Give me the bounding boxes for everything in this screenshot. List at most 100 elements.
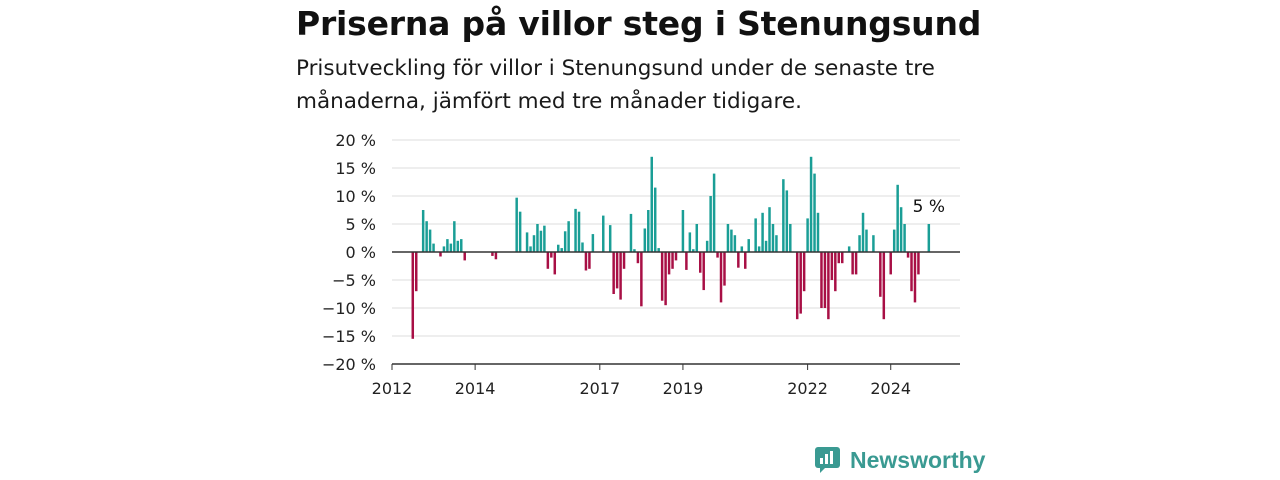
bar xyxy=(515,197,518,252)
bar xyxy=(820,252,823,308)
bar xyxy=(536,224,539,252)
bar xyxy=(685,252,688,270)
bar xyxy=(854,252,858,275)
bar xyxy=(525,232,529,252)
newsworthy-logo-icon xyxy=(815,447,840,473)
bar xyxy=(581,242,584,252)
bar xyxy=(432,243,435,252)
bar xyxy=(588,252,591,269)
bar xyxy=(692,249,695,252)
bar xyxy=(899,207,903,252)
bar xyxy=(653,187,657,252)
bar xyxy=(584,252,588,271)
bar xyxy=(879,252,882,297)
x-tick-label: 2022 xyxy=(787,379,828,398)
bar xyxy=(518,211,522,252)
y-tick-label: −5 % xyxy=(332,271,376,290)
bar xyxy=(882,252,886,320)
bar xyxy=(809,156,813,252)
bar xyxy=(712,173,716,252)
bar xyxy=(446,239,449,252)
bar xyxy=(671,252,674,269)
bar xyxy=(816,212,820,252)
bar xyxy=(612,252,615,294)
y-tick-label: 0 % xyxy=(346,243,376,262)
bar xyxy=(795,252,799,320)
bar xyxy=(740,246,744,252)
y-tick-label: 15 % xyxy=(335,159,376,178)
bar xyxy=(491,252,494,256)
bar xyxy=(608,225,612,252)
bar xyxy=(622,252,626,269)
y-tick-label: 5 % xyxy=(346,215,376,234)
bar xyxy=(560,248,563,252)
annotations: 5 % xyxy=(913,197,945,217)
bar xyxy=(532,235,536,252)
bar xyxy=(553,252,557,275)
bar xyxy=(785,190,789,252)
bar xyxy=(716,252,719,258)
axes xyxy=(392,251,960,365)
chart-title: Priserna på villor steg i Stenungsund xyxy=(296,4,982,43)
bar xyxy=(823,252,827,308)
bar xyxy=(539,230,543,252)
bar xyxy=(439,252,442,257)
bar xyxy=(782,179,785,252)
bar xyxy=(892,229,896,252)
bar xyxy=(699,252,702,273)
y-axis-tick-labels: 20 % 15 % 10 % 5 % 0 % −5 % −10 % −15 % −20 % xyxy=(322,131,376,374)
bar xyxy=(563,231,567,252)
bar xyxy=(806,218,809,252)
bar xyxy=(629,213,633,252)
bar xyxy=(619,252,622,300)
bar xyxy=(851,252,854,275)
bar xyxy=(567,221,570,252)
brand-name: Newsworthy xyxy=(850,446,986,473)
bar xyxy=(453,221,456,252)
bar xyxy=(789,224,792,252)
bar xyxy=(847,246,851,252)
bar xyxy=(730,229,733,252)
bar xyxy=(415,252,418,292)
bar xyxy=(726,224,730,252)
bar xyxy=(865,229,868,252)
bar xyxy=(761,212,764,252)
bar xyxy=(723,252,726,286)
x-tick-label: 2024 xyxy=(870,379,911,398)
bar xyxy=(754,218,757,252)
bar xyxy=(858,235,861,252)
bar xyxy=(615,252,619,289)
bar xyxy=(841,252,844,264)
bar xyxy=(834,252,837,292)
bar xyxy=(529,246,532,252)
bar xyxy=(660,252,664,301)
bar xyxy=(602,215,605,252)
bar xyxy=(574,208,577,252)
x-tick-label: 2019 xyxy=(663,379,704,398)
bar xyxy=(442,246,446,252)
bar xyxy=(460,239,463,252)
bar xyxy=(917,252,920,275)
bar xyxy=(550,252,553,258)
bar xyxy=(830,252,834,280)
bar xyxy=(494,252,498,260)
bar xyxy=(737,252,740,268)
bar xyxy=(647,210,650,252)
bar xyxy=(799,252,802,314)
bar xyxy=(872,235,875,252)
bar xyxy=(681,210,685,252)
bar xyxy=(802,252,806,292)
bar xyxy=(657,248,660,252)
bar xyxy=(927,224,931,252)
bar xyxy=(421,210,425,252)
bar xyxy=(775,235,778,252)
bar xyxy=(650,156,653,252)
bar xyxy=(591,234,595,252)
y-tick-label: −15 % xyxy=(322,327,376,346)
bar xyxy=(425,221,428,252)
bar xyxy=(695,224,699,252)
latest-value-label: 5 % xyxy=(913,197,945,217)
bar xyxy=(449,243,453,252)
bar xyxy=(747,239,750,252)
bar xyxy=(428,229,432,252)
